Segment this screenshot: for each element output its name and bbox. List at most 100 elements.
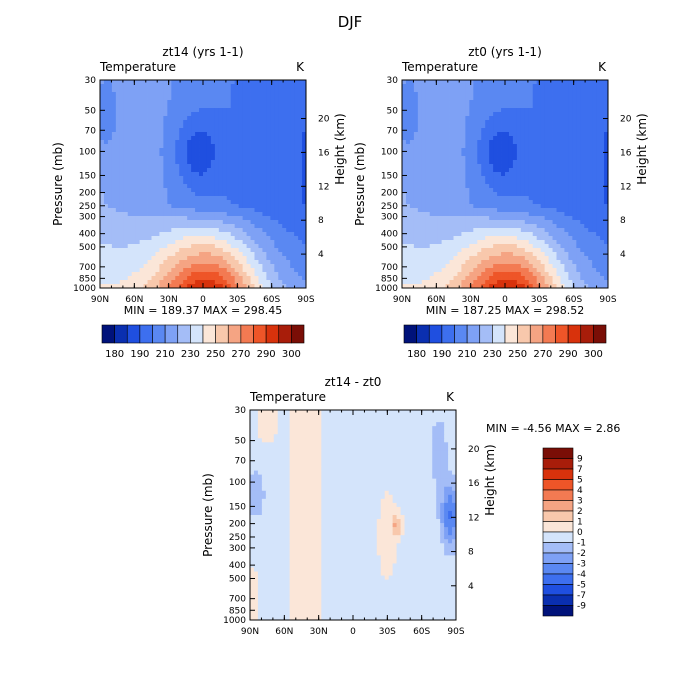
field-cell — [493, 80, 498, 85]
field-cell — [195, 236, 200, 241]
field-cell — [485, 132, 490, 137]
field-cell — [580, 164, 585, 169]
field-cell — [540, 184, 546, 189]
field-cell — [473, 80, 478, 85]
field-cell — [433, 220, 439, 225]
field-cell — [258, 128, 263, 133]
field-cell — [103, 216, 109, 221]
field-cell — [151, 236, 156, 241]
field-cell — [508, 148, 514, 153]
field-cell — [413, 148, 419, 153]
field-cell — [402, 228, 407, 233]
field-cell — [473, 100, 478, 105]
field-cell — [282, 276, 287, 281]
field-cell — [274, 260, 279, 265]
y-tick-label: 300 — [79, 213, 96, 223]
field-cell — [195, 96, 200, 101]
field-cell — [250, 88, 255, 93]
field-cell — [159, 212, 164, 217]
field-cell — [171, 244, 176, 249]
field-cell — [222, 184, 228, 189]
field-cell — [493, 236, 498, 241]
field-cell — [226, 240, 232, 245]
field-cell — [505, 120, 510, 125]
field-cell — [516, 136, 522, 141]
field-cell — [258, 104, 263, 109]
field-cell — [584, 108, 589, 113]
field-cell — [266, 252, 271, 257]
field-cell — [274, 144, 279, 149]
field-cell — [445, 216, 450, 221]
field-cell — [528, 216, 534, 221]
field-cell — [592, 192, 597, 197]
field-cell — [266, 228, 271, 233]
field-cell — [425, 84, 431, 89]
field-cell — [246, 240, 251, 245]
field-cell — [139, 280, 144, 285]
field-cell — [214, 80, 220, 85]
field-cell — [552, 104, 557, 109]
field-cell — [151, 284, 156, 289]
field-cell — [417, 168, 423, 173]
field-cell — [576, 124, 581, 129]
field-cell — [441, 112, 446, 117]
field-cell — [453, 200, 458, 205]
field-cell — [103, 260, 109, 265]
field-cell — [568, 160, 573, 165]
field-cell — [489, 172, 494, 177]
field-cell — [234, 272, 240, 277]
field-cell — [115, 156, 121, 161]
field-cell — [584, 196, 589, 201]
field-cell — [191, 180, 196, 185]
field-cell — [298, 112, 303, 117]
field-cell — [524, 112, 530, 117]
field-cell — [489, 120, 494, 125]
field-cell — [556, 216, 561, 221]
field-cell — [465, 152, 470, 157]
field-cell — [143, 248, 148, 253]
field-cell — [127, 236, 133, 241]
field-cell — [199, 244, 204, 249]
field-cell — [210, 120, 216, 125]
field-cell — [508, 112, 514, 117]
field-cell — [135, 152, 141, 157]
field-cell — [604, 84, 609, 89]
field-cell — [604, 172, 609, 177]
field-cell — [290, 212, 295, 217]
field-cell — [222, 284, 228, 289]
field-cell — [195, 112, 200, 117]
field-cell — [572, 152, 577, 157]
field-cell — [147, 244, 152, 249]
field-cell — [532, 164, 538, 169]
field-cell — [298, 236, 303, 241]
field-cell — [127, 132, 133, 137]
field-cell — [512, 236, 518, 241]
field-cell — [481, 184, 486, 189]
field-cell — [262, 92, 267, 97]
field-cell — [222, 256, 228, 261]
field-cell — [445, 140, 450, 145]
field-cell — [218, 148, 224, 153]
field-cell — [473, 124, 478, 129]
field-cell — [131, 128, 137, 133]
field-cell — [199, 272, 204, 277]
field-cell — [143, 160, 148, 165]
field-cell — [290, 120, 295, 125]
field-cell — [103, 220, 109, 225]
field-cell — [155, 244, 160, 249]
field-cell — [242, 188, 247, 193]
field-cell — [262, 256, 267, 261]
field-cell — [183, 252, 188, 257]
field-cell — [473, 152, 478, 157]
field-cell — [548, 148, 553, 153]
field-cell — [544, 132, 549, 137]
field-cell — [429, 136, 435, 141]
field-cell — [242, 280, 247, 285]
field-cell — [413, 200, 419, 205]
field-cell — [100, 252, 105, 257]
field-cell — [167, 236, 172, 241]
field-cell — [238, 204, 244, 209]
field-cell — [238, 160, 244, 165]
field-cell — [413, 136, 419, 141]
field-cell — [218, 228, 224, 233]
